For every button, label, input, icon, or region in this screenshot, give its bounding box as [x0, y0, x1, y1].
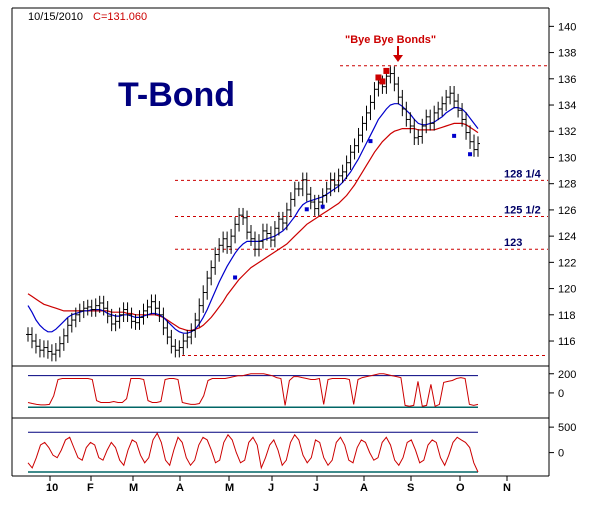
- axes: 116 118 120 122 124 126 128 130 132 134 136 138 140 1…: [46, 21, 576, 494]
- osc1-tick-label: 0: [558, 388, 564, 400]
- osc1-tick-label: 200: [558, 369, 576, 381]
- level-label: 123: [504, 237, 522, 249]
- x-tick-label: A: [176, 482, 184, 494]
- signal-marker: [468, 152, 473, 157]
- ma-short-line: [27, 103, 479, 334]
- x-tick-label: A: [360, 482, 368, 494]
- x-tick-label: O: [456, 482, 465, 494]
- x-tick-label: N: [503, 482, 511, 494]
- y-tick-label: 120: [558, 284, 576, 296]
- signal-marker: [452, 133, 457, 138]
- chart-title: T-Bond: [118, 76, 235, 114]
- y-tick-label: 138: [558, 48, 576, 60]
- osc2-tick-label: 500: [558, 422, 576, 434]
- level-label: 128 1/4: [504, 168, 542, 180]
- y-tick-label: 116: [558, 336, 576, 348]
- y-tick-label: 136: [558, 74, 576, 86]
- y-tick-label: 118: [558, 310, 576, 322]
- y-tick-label: 130: [558, 152, 576, 164]
- signal-marker: [368, 139, 373, 144]
- x-tick-label: M: [225, 482, 234, 494]
- y-tick-label: 122: [558, 257, 576, 269]
- header-close: C=131.060: [93, 11, 147, 23]
- y-tick-label: 128: [558, 179, 576, 191]
- signal-marker: [233, 275, 238, 280]
- y-tick-label: 124: [558, 231, 576, 243]
- peak-highlight: [383, 67, 390, 74]
- x-tick-label: M: [129, 482, 138, 494]
- annotation-arrow-icon: [393, 46, 403, 62]
- x-tick-label: F: [87, 482, 94, 494]
- signal-marker: [320, 204, 325, 209]
- osc1-line: [27, 373, 479, 408]
- panel-frames: [11, 7, 550, 477]
- oscillator-2-panel: 500 0: [27, 422, 576, 473]
- osc2-tick-label: 0: [558, 448, 564, 460]
- y-tick-label: 134: [558, 100, 576, 112]
- x-tick-label: 10: [46, 482, 58, 494]
- signal-marker: [304, 207, 309, 212]
- y-tick-label: 140: [558, 21, 576, 33]
- x-tick-label: J: [313, 482, 319, 494]
- peak-highlight: [375, 74, 382, 81]
- x-tick-label: J: [268, 482, 274, 494]
- annotation-label: "Bye Bye Bonds": [345, 34, 436, 46]
- header-date: 10/15/2010: [28, 11, 83, 23]
- y-tick-label: 132: [558, 126, 576, 138]
- x-tick-label: S: [407, 482, 414, 494]
- osc2-line: [27, 432, 479, 473]
- price-panel: 128 1/4 125 1/2 123: [26, 65, 548, 362]
- peak-highlight: [379, 78, 386, 85]
- level-label: 125 1/2: [504, 204, 541, 216]
- y-tick-label: 126: [558, 205, 576, 217]
